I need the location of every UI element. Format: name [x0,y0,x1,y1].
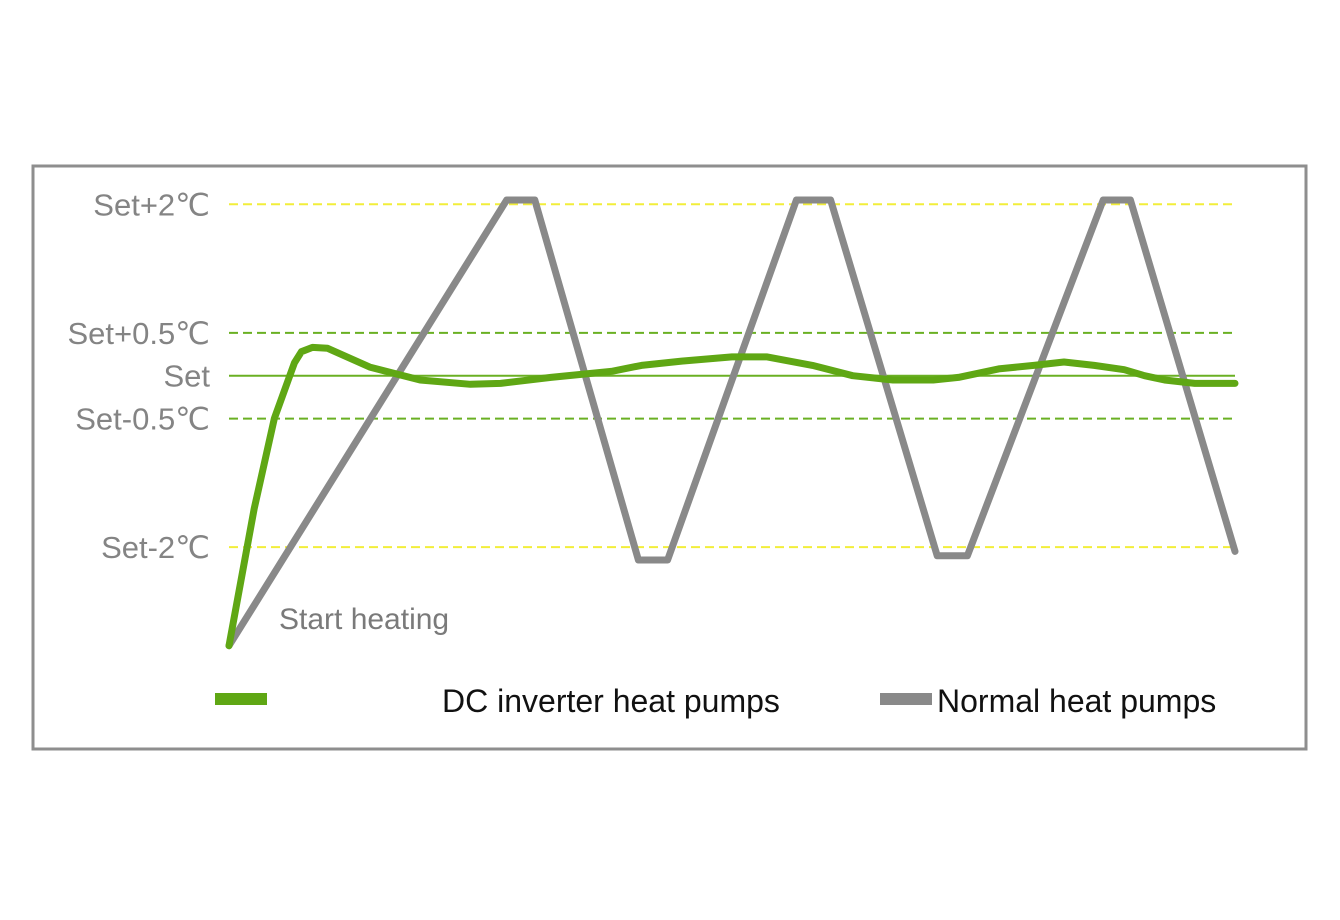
series-line-normal [225,196,1239,650]
series-line-dc-inverter [225,343,1239,650]
series-lines [225,196,1239,650]
y-tick-label-3: Set-0.5℃ [75,402,210,437]
y-tick-label-4: Set-2℃ [101,530,210,565]
y-tick-labels: Set+2℃ Set+0.5℃ Set Set-0.5℃ Set-2℃ [67,187,210,565]
legend-swatch-dc-inverter [215,693,267,705]
y-tick-label-1: Set+0.5℃ [67,316,210,351]
legend-label-dc-inverter: DC inverter heat pumps [442,683,780,719]
start-heating-annotation: Start heating [279,603,449,636]
y-tick-label-0: Set+2℃ [93,187,210,222]
legend: DC inverter heat pumps Normal heat pumps [215,683,1216,719]
chart-frame [31,164,1308,751]
y-tick-label-2: Set [163,359,210,394]
legend-swatch-normal [880,693,932,705]
legend-label-normal: Normal heat pumps [937,683,1216,719]
